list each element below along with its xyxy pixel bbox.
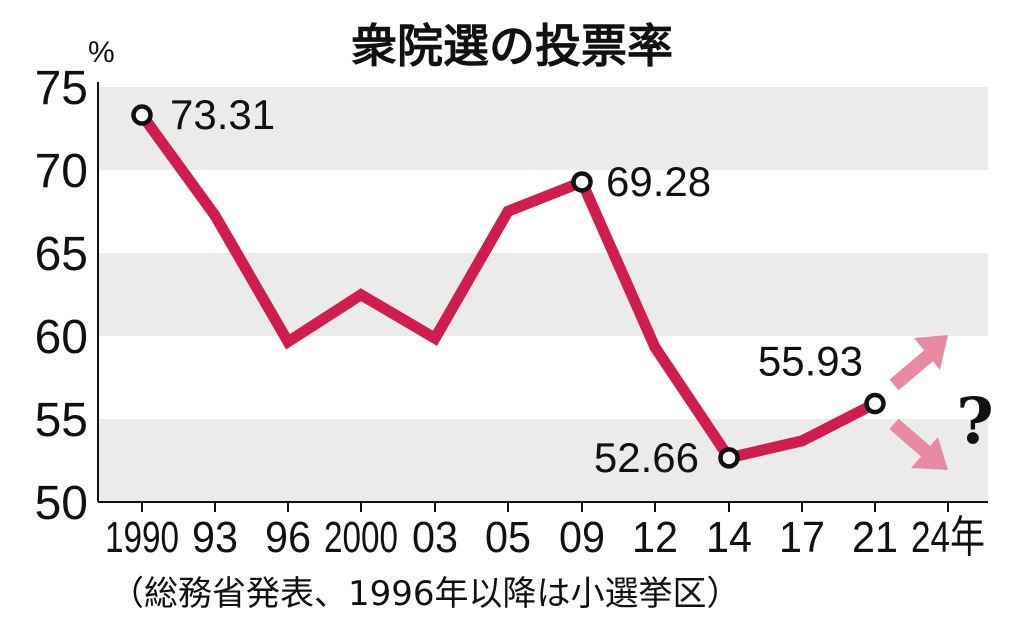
x-tick-label: 96 [265,513,311,562]
data-point-marker [864,392,886,415]
x-tick-label: 17 [779,513,825,562]
data-markers [131,104,886,469]
y-axis-unit: % [88,36,115,69]
x-tick-label: 05 [485,513,531,562]
x-tick-label: 14 [706,513,752,562]
trend-arrows [889,335,948,470]
down-arrow-head [911,437,948,470]
source-note: （総務省発表、1996年以降は小選挙区） [110,574,741,614]
up-arrow-icon [889,346,938,391]
x-tick-label: 12 [632,513,678,562]
grid-bands [98,87,988,502]
axes [97,82,988,503]
x-tick-label: 09 [559,513,605,562]
turnout-line [137,111,878,465]
y-axis-ticks: 50 55 60 65 70 75 [35,62,88,530]
x-tick-label: 1990 [105,513,179,562]
data-point-marker [718,447,740,469]
y-tick-label: 65 [35,228,88,281]
grid-band [98,419,988,502]
y-tick-label: 55 [35,394,88,447]
x-tick-label: 21 [852,513,898,562]
data-labels: 73.31 69.28 52.66 55.93 [170,91,863,481]
data-label: 73.31 [170,91,275,138]
question-mark-annotation: ? [956,384,994,459]
chart-title: 衆院選の投票率 [351,19,673,73]
x-tick-label: 03 [412,513,458,562]
grid-band [98,253,988,336]
data-label: 55.93 [758,338,863,385]
x-tick-label: 2000 [324,513,398,562]
data-point-marker [571,171,593,193]
x-tick-label: 24年 [911,513,985,562]
y-tick-label: 70 [35,145,88,198]
y-tick-label: 50 [35,477,88,530]
x-tick-label: 93 [192,513,238,562]
grid-band [98,87,988,170]
y-tick-label: 60 [35,311,88,364]
data-label: 52.66 [594,434,699,481]
data-label: 69.28 [606,158,711,205]
data-point-marker [131,104,153,126]
y-tick-label: 75 [35,62,88,115]
turnout-series [137,111,878,465]
up-arrow-head [914,335,948,370]
x-axis-ticks: 1990 93 96 2000 03 05 09 12 14 17 21 24年 [105,502,985,562]
down-arrow-icon [889,418,935,461]
